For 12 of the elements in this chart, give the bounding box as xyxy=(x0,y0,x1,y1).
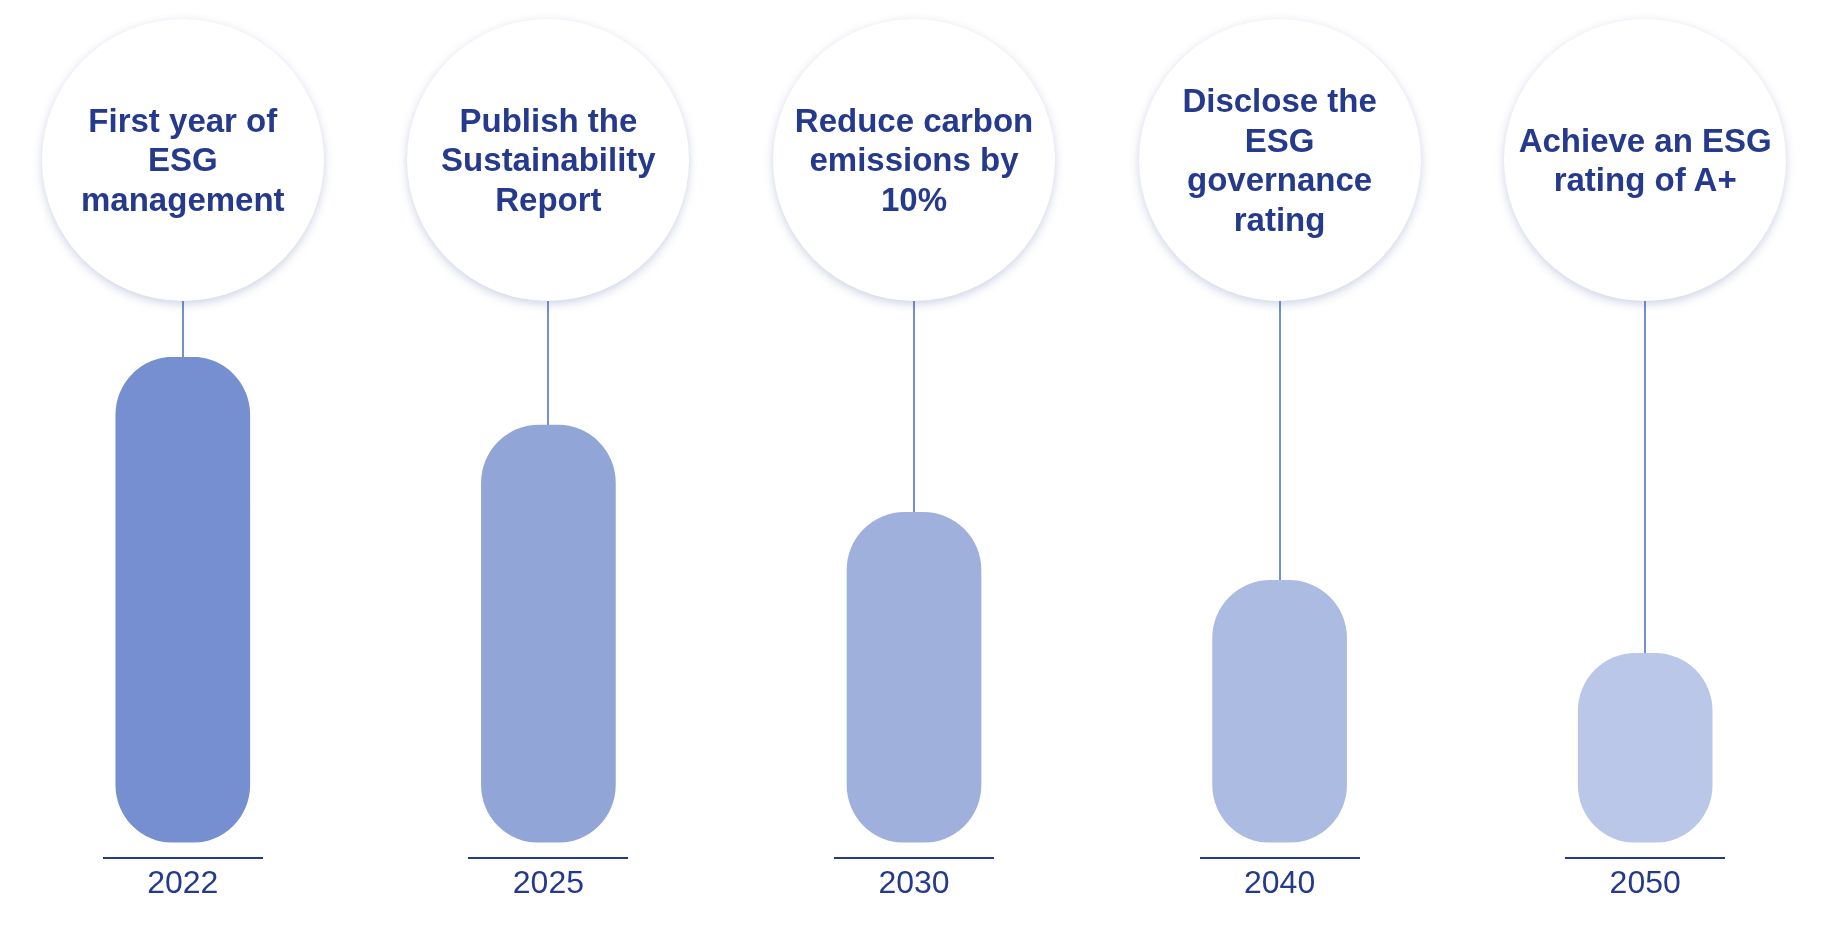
text: Achieve an ESG rating of A+ xyxy=(1517,120,1773,200)
x-tick-label: 2025 xyxy=(512,863,584,900)
bar xyxy=(846,512,982,843)
text: Disclose the ESG governance rating xyxy=(1181,81,1378,240)
x-tick-label: 2022 xyxy=(147,863,219,900)
text: Publish the Sustainability Report xyxy=(440,100,657,220)
bar xyxy=(481,424,616,843)
text: First year of ESG management xyxy=(80,100,286,220)
text: Reduce carbon emissions by 10% xyxy=(793,100,1035,220)
x-tick-label: 2030 xyxy=(878,863,950,900)
x-tick-label: 2050 xyxy=(1609,863,1681,900)
x-tick-label: 2040 xyxy=(1244,863,1316,900)
